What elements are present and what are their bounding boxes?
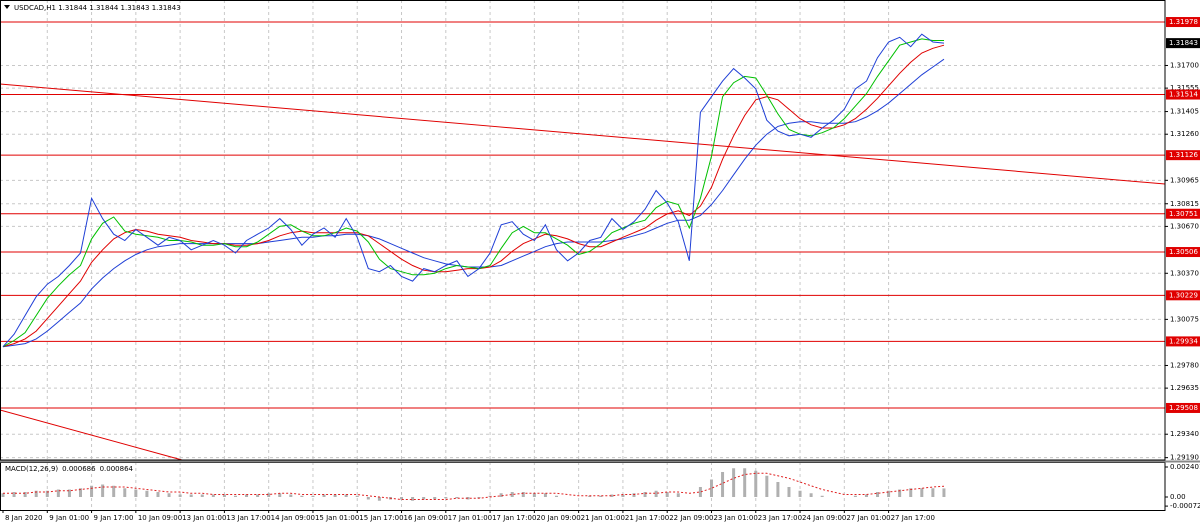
y-tick-label: 0.00 (1170, 493, 1186, 501)
plot-area (0, 21, 1166, 461)
y-tick-label: 1.31260 (1170, 130, 1199, 138)
moving-average (2, 44, 945, 348)
macd-signal-value: 0.000864 (100, 465, 134, 473)
level-label: 1.29508 (1169, 404, 1198, 412)
macd-signal (3, 472, 945, 500)
x-tick-label: 8 Jan 2020 (5, 514, 43, 522)
x-tick-label: 15 Jan 17:00 (359, 514, 403, 522)
y-tick-label: 1.30815 (1170, 200, 1199, 208)
x-tick-label: 21 Jan 01:00 (581, 514, 625, 522)
price-label: 1.31843 (1169, 39, 1198, 47)
level-label: 1.29934 (1169, 337, 1198, 345)
y-tick-label: 1.30370 (1170, 269, 1199, 277)
level-label: 1.30229 (1169, 291, 1198, 299)
x-tick-label: 23 Jan 17:00 (758, 514, 802, 522)
trend-line (0, 83, 1166, 185)
x-tick-label: 17 Jan 01:00 (448, 514, 492, 522)
x-tick-label: 22 Jan 09:00 (669, 514, 713, 522)
x-tick-label: 16 Jan 09:00 (404, 514, 448, 522)
level-label-box (1166, 17, 1200, 28)
y-tick-label: 0.002401 (1170, 463, 1200, 471)
level-label: 1.31514 (1169, 91, 1198, 99)
y-tick-label: 1.30075 (1170, 315, 1199, 323)
x-tick-label: 23 Jan 01:00 (713, 514, 757, 522)
x-tick-label: 15 Jan 01:00 (315, 514, 359, 522)
main-frame (0, 0, 1166, 461)
x-tick-label: 20 Jan 09:00 (536, 514, 580, 522)
y-tick-label: 1.30670 (1170, 222, 1199, 230)
x-tick-label: 9 Jan 17:00 (94, 514, 134, 522)
y-tick-label: 1.29780 (1170, 361, 1199, 369)
y-tick-label: 1.29340 (1170, 430, 1199, 438)
level-label: 1.31126 (1169, 151, 1198, 159)
x-tick-label: 13 Jan 01:00 (182, 514, 226, 522)
level-label-box (1166, 208, 1200, 219)
x-tick-label: 27 Jan 17:00 (891, 514, 935, 522)
trend-line (0, 409, 183, 461)
level-label-box (1166, 336, 1200, 347)
y-tick-label: 1.31405 (1170, 108, 1199, 116)
level-label-box (1166, 247, 1200, 258)
y-tick-label: 1.30965 (1170, 176, 1199, 184)
level-label: 1.30506 (1169, 248, 1198, 256)
y-tick-label: 1.31555 (1170, 84, 1199, 92)
moving-average (2, 38, 944, 348)
menu-icon[interactable] (4, 5, 10, 9)
x-tick-label: 17 Jan 17:00 (492, 514, 536, 522)
moving-average (2, 58, 945, 348)
y-tick-label: 1.31700 (1170, 61, 1199, 69)
y-tick-label: 1.29635 (1170, 384, 1199, 392)
x-tick-label: 21 Jan 17:00 (625, 514, 669, 522)
x-tick-label: 9 Jan 01:00 (49, 514, 89, 522)
x-tick-label: 24 Jan 09:00 (802, 514, 846, 522)
level-label-box (1166, 402, 1200, 413)
x-tick-label: 27 Jan 01:00 (846, 514, 890, 522)
x-tick-label: 14 Jan 09:00 (271, 514, 315, 522)
level-label: 1.30751 (1169, 210, 1198, 218)
x-tick-label: 13 Jan 17:00 (226, 514, 270, 522)
y-tick-label: -0.000728 (1170, 502, 1200, 510)
price-label-box (1166, 38, 1200, 49)
macd-name: MACD(12,26,9) (5, 465, 58, 473)
x-tick-label: 10 Jan 09:00 (138, 514, 182, 522)
macd-histogram-value: 0.000686 (62, 465, 96, 473)
level-label-box (1166, 150, 1200, 161)
price-line (2, 33, 945, 348)
level-label: 1.31978 (1169, 18, 1198, 26)
chart-title: USDCAD,H1 1.31844 1.31844 1.31843 1.3184… (14, 4, 181, 12)
y-tick-label: 1.29190 (1170, 454, 1199, 462)
level-label-box (1166, 89, 1200, 100)
level-label-box (1166, 290, 1200, 301)
